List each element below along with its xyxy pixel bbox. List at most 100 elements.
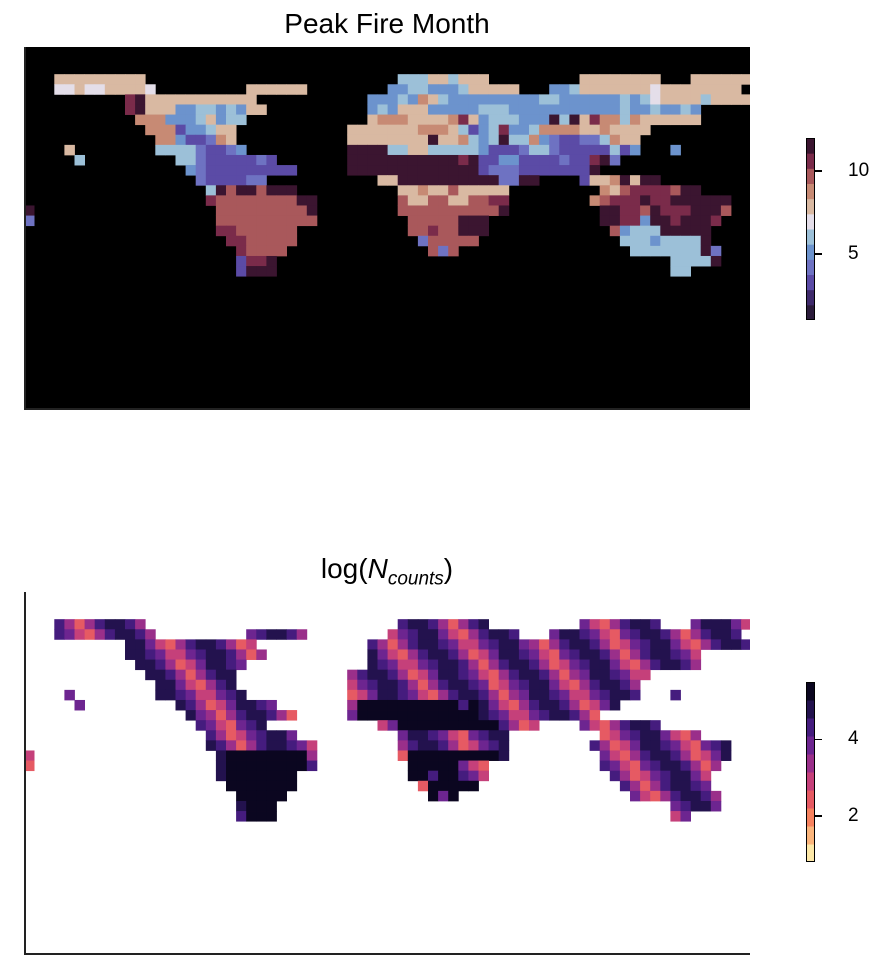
heatmap-cell: [650, 760, 661, 772]
heatmap-cell: [195, 114, 207, 126]
heatmap-cell: [256, 790, 267, 802]
heatmap-cell: [609, 750, 621, 761]
heatmap-cell: [458, 205, 469, 216]
heatmap-cell: [518, 175, 530, 186]
heatmap-cell: [731, 84, 742, 95]
heatmap-cell: [286, 235, 298, 247]
heatmap-cell: [660, 639, 671, 650]
heatmap-cell: [266, 205, 277, 216]
heatmap-cell: [569, 659, 580, 671]
heatmap-cell: [700, 770, 712, 782]
heatmap-cell: [236, 235, 247, 247]
heatmap-cell: [377, 720, 388, 731]
heatmap-cell: [468, 689, 479, 701]
heatmap-cell: [226, 154, 237, 166]
heatmap-cell: [518, 154, 530, 166]
heatmap-cell: [518, 669, 530, 681]
heatmap-cell: [165, 104, 176, 115]
heatmap-cell: [428, 134, 439, 146]
heatmap-cell: [256, 649, 267, 660]
heatmap-cell: [549, 134, 560, 146]
heatmap-cell: [650, 720, 661, 731]
heatmap-cell: [407, 175, 419, 186]
heatmap-cell: [579, 669, 590, 681]
heatmap-cell: [296, 740, 308, 751]
heatmap-cell: [448, 669, 459, 681]
heatmap-cell: [478, 84, 489, 95]
heatmap-cell: [710, 639, 722, 650]
heatmap-cell: [609, 225, 621, 237]
heatmap-cell: [539, 699, 550, 711]
colorbar-tick: [815, 738, 822, 741]
heatmap-cell: [246, 235, 257, 247]
heatmap-cell: [609, 740, 621, 751]
heatmap-cell: [690, 205, 702, 216]
heatmap-cell: [660, 760, 671, 772]
heatmap-cell: [448, 649, 459, 660]
heatmap-cell: [619, 94, 631, 105]
heatmap-cell: [559, 154, 570, 166]
heatmap-cell: [155, 114, 166, 126]
heatmap-cell: [448, 730, 459, 741]
heatmap-cell: [458, 720, 469, 731]
heatmap-cell: [185, 104, 197, 115]
heatmap-cell: [468, 659, 479, 671]
heatmap-cell: [448, 720, 459, 731]
title-var: N: [367, 553, 388, 584]
heatmap-cell: [367, 124, 378, 136]
heatmap-cell: [630, 84, 641, 95]
heatmap-cell: [650, 94, 661, 105]
heatmap-cell: [448, 165, 459, 176]
colorbar-tick: [815, 815, 822, 817]
heatmap-cell: [84, 74, 96, 85]
heatmap-cell: [549, 689, 560, 701]
heatmap-cell: [266, 800, 277, 812]
heatmap-cell: [670, 195, 681, 206]
heatmap-cell: [165, 689, 176, 701]
heatmap-cell: [417, 750, 429, 761]
heatmap-cell: [428, 780, 439, 792]
heatmap-cell: [458, 659, 469, 671]
heatmap-cell: [417, 94, 429, 105]
heatmap-cell: [599, 679, 611, 691]
heatmap-cell: [236, 720, 247, 731]
heatmap-cell: [589, 679, 601, 691]
heatmap-cell: [710, 629, 722, 640]
heatmap-cell: [286, 195, 298, 206]
heatmap-cell: [215, 669, 227, 681]
heatmap-cell: [185, 165, 197, 176]
heatmap-cell: [549, 649, 560, 660]
heatmap-cell: [407, 740, 419, 751]
heatmap-cell: [226, 710, 237, 721]
heatmap-cell: [660, 205, 671, 216]
heatmap-cell: [700, 205, 712, 216]
heatmap-cell: [640, 659, 651, 671]
heatmap-cell: [215, 94, 227, 105]
heatmap-cell: [397, 94, 409, 105]
heatmap-cell: [690, 659, 702, 671]
heatmap-cell: [367, 134, 378, 146]
heatmap-cell: [589, 649, 601, 660]
heatmap-cell: [448, 74, 459, 85]
heatmap-cell: [720, 619, 732, 630]
heatmap-cell: [74, 74, 85, 85]
heatmap-cell: [125, 649, 136, 660]
heatmap-cell: [155, 134, 166, 146]
heatmap-cell: [690, 790, 702, 802]
heatmap-cell: [518, 144, 530, 156]
heatmap-cell: [609, 74, 621, 85]
heatmap-cell: [387, 154, 399, 166]
heatmap-cell: [448, 639, 459, 650]
heatmap-cell: [205, 639, 217, 650]
heatmap-cell: [670, 215, 681, 227]
heatmap-cell: [508, 629, 520, 640]
heatmap-cell: [135, 659, 146, 671]
heatmap-cell: [417, 144, 429, 156]
heatmap-cell: [498, 84, 510, 95]
heatmap-cell: [518, 94, 530, 105]
heatmap-cell: [660, 659, 671, 671]
heatmap-cell: [650, 74, 661, 85]
heatmap-cell: [478, 710, 489, 721]
heatmap-cell: [246, 699, 257, 711]
